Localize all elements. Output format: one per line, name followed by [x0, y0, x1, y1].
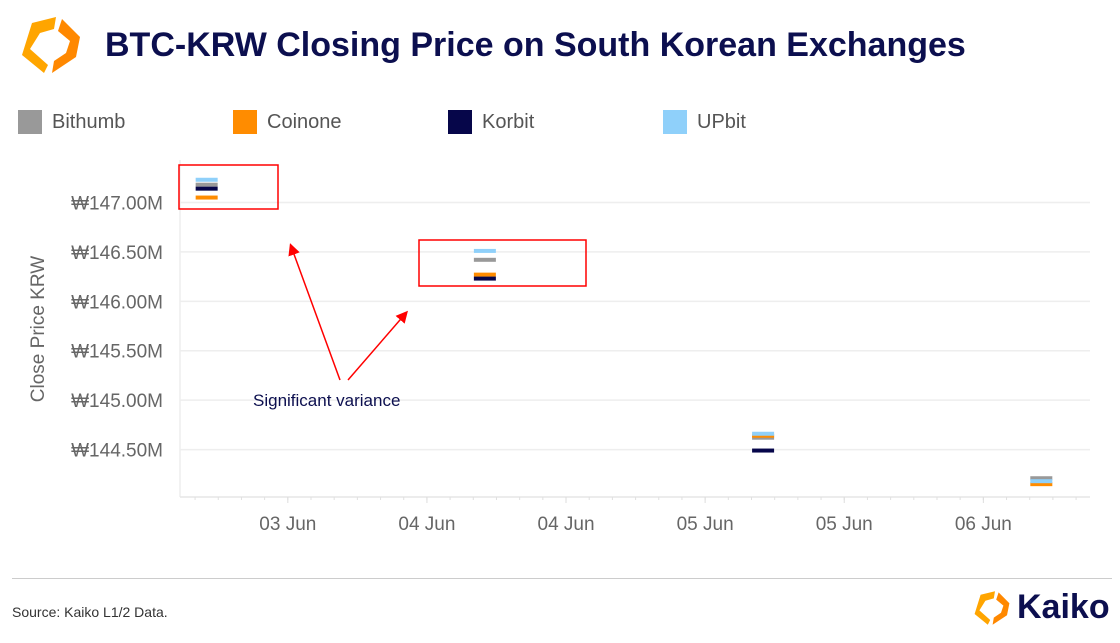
chart-title: BTC-KRW Closing Price on South Korean Ex… — [105, 26, 966, 64]
y-tick-label: ₩146.50M — [71, 243, 163, 264]
plot-area: ₩144.50M ₩145.00M ₩145.50M ₩146.00M ₩146.50M… — [28, 160, 1090, 535]
brand-name: Kaiko — [1017, 588, 1110, 626]
legend-label: Bithumb — [52, 110, 126, 133]
data-point-coinone — [1030, 482, 1053, 487]
data-point-bithumb — [195, 182, 218, 187]
y-tick-label: ₩147.00M — [71, 193, 163, 214]
x-tick-label: 05 Jun — [677, 514, 734, 535]
y-tick-label: ₩144.50M — [71, 441, 163, 462]
legend-label: UPbit — [697, 110, 746, 133]
x-tick-label: 04 Jun — [538, 514, 595, 535]
y-tick-label: ₩145.50M — [71, 342, 163, 363]
y-axis-label: Close Price KRW — [28, 256, 49, 402]
divider — [12, 578, 1112, 579]
legend-item-coinone[interactable]: Coinone — [233, 110, 342, 134]
y-tick-label: ₩146.00M — [71, 292, 163, 313]
x-tick-label: 06 Jun — [955, 514, 1012, 535]
annotation-arrow — [288, 243, 341, 381]
data-point-bithumb — [1030, 476, 1053, 481]
legend-label: Coinone — [267, 110, 342, 133]
legend-swatch — [663, 110, 687, 134]
data-point-coinone — [195, 195, 218, 200]
data-point-upbit — [473, 248, 496, 253]
data-point-upbit — [195, 177, 218, 182]
data-point-korbit — [195, 186, 218, 191]
legend-swatch — [448, 110, 472, 134]
x-tick-label: 05 Jun — [816, 514, 873, 535]
data-point-bithumb — [473, 257, 496, 262]
kaiko-brand-logo-icon — [974, 591, 1010, 625]
data-point-korbit — [473, 276, 496, 281]
data-point-upbit — [1030, 479, 1053, 484]
highlight-box — [178, 164, 279, 210]
legend-swatch — [18, 110, 42, 134]
source-note: Source: Kaiko L1/2 Data. — [12, 604, 168, 620]
x-tick-label: 03 Jun — [259, 514, 316, 535]
annotation-text: Significant variance — [253, 391, 400, 410]
highlight-box — [418, 239, 587, 287]
kaiko-logo-icon — [22, 17, 80, 73]
legend-item-korbit[interactable]: Korbit — [448, 110, 534, 134]
legend-item-bithumb[interactable]: Bithumb — [18, 110, 125, 134]
x-tick-label: 04 Jun — [398, 514, 455, 535]
annotation-arrow — [347, 310, 408, 381]
data-point-coinone — [473, 272, 496, 277]
data-point-korbit — [752, 448, 775, 453]
legend-label: Korbit — [482, 110, 535, 133]
y-tick-label: ₩145.00M — [71, 391, 163, 412]
data-point-upbit — [752, 431, 775, 436]
legend-item-upbit[interactable]: UPbit — [663, 110, 746, 134]
legend-swatch — [233, 110, 257, 134]
